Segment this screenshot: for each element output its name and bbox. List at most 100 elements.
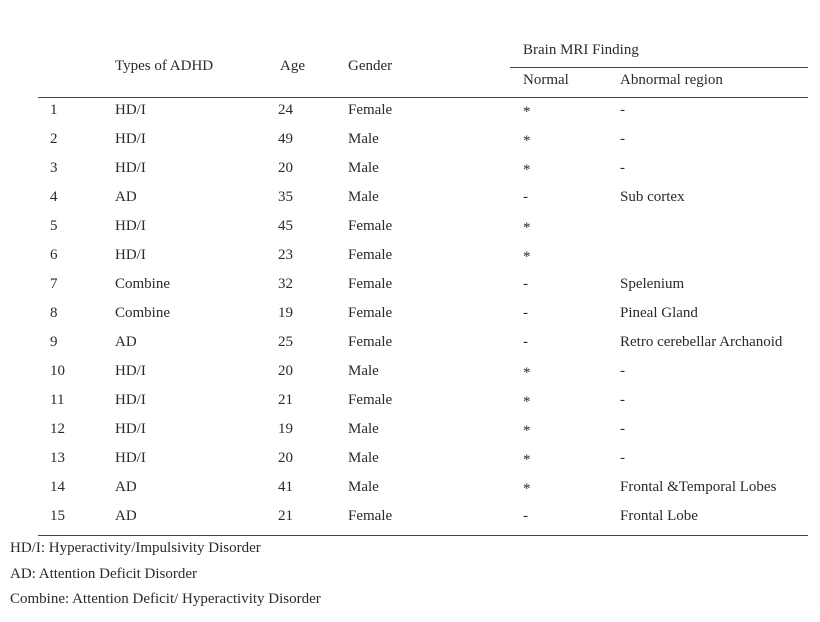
table-cell: * [523,220,531,236]
table-cell: HD/I [115,247,146,263]
table-cell: 19 [278,305,293,321]
table-cell: 24 [278,102,293,118]
table-cell: 21 [278,508,293,524]
table-cell: - [523,189,528,205]
table-cell: - [523,276,528,292]
table-cell: Combine [115,276,170,292]
table-cell: * [523,423,531,439]
table-cell: HD/I [115,218,146,234]
table-cell: - [523,305,528,321]
table-cell: - [523,508,528,524]
table-cell: - [620,421,625,437]
table-cell: 8 [50,305,58,321]
group-rule [510,67,808,68]
table-cell: HD/I [115,131,146,147]
table-cell: 19 [278,421,293,437]
table-cell: 6 [50,247,58,263]
table-cell: 10 [50,363,65,379]
table-cell: Female [348,218,393,234]
table-cell: * [523,133,531,149]
table-cell: 45 [278,218,293,234]
table-cell: Female [348,334,393,350]
table-cell: HD/I [115,450,146,466]
bottom-rule [38,535,808,536]
table-cell: 21 [278,392,293,408]
table-cell: Female [348,276,393,292]
table-cell: Combine [115,305,170,321]
table-cell: 15 [50,508,65,524]
table-cell: 23 [278,247,293,263]
table-cell: * [523,452,531,468]
table-cell: 20 [278,450,293,466]
header-cell: Gender [348,58,393,74]
table-cell: Male [348,363,379,379]
table-cell: - [620,102,625,118]
table-cell: 35 [278,189,293,205]
table-cell: 20 [278,363,293,379]
table-cell: * [523,249,531,265]
table-cell: Male [348,450,379,466]
footnote: Combine: Attention Deficit/ Hyperactivit… [10,591,321,607]
table-cell: 5 [50,218,58,234]
table-cell: Male [348,160,379,176]
table-cell: 3 [50,160,58,176]
table-cell: 14 [50,479,65,495]
table-cell: Male [348,189,379,205]
table-cell: 9 [50,334,58,350]
table-cell: 32 [278,276,293,292]
table-cell: - [523,334,528,350]
table-cell: 4 [50,189,58,205]
table-cell: - [620,363,625,379]
table-cell: 13 [50,450,65,466]
table-cell: Male [348,421,379,437]
table-cell: 11 [50,392,65,408]
table-cell: AD [115,334,137,350]
header-cell: Abnormal region [620,72,723,88]
table-cell: 41 [278,479,293,495]
table-cell: Frontal &Temporal Lobes [620,479,777,495]
table-cell: 12 [50,421,65,437]
header-cell: Brain MRI Finding [523,42,639,58]
table-cell: * [523,104,531,120]
table-cell: Male [348,131,379,147]
table-cell: - [620,392,625,408]
header-cell: Age [280,58,305,74]
table-cell: 25 [278,334,293,350]
table-cell: AD [115,479,137,495]
footnote: HD/I: Hyperactivity/Impulsivity Disorder [10,540,261,556]
table-cell: 2 [50,131,58,147]
table-cell: Female [348,102,393,118]
header-cell: Types of ADHD [115,58,214,74]
table-cell: Female [348,305,393,321]
table-cell: - [620,450,625,466]
table-cell: Spelenium [620,276,685,292]
table-cell: Retro cerebellar Archanoid [620,334,783,350]
table-cell: 1 [50,102,58,118]
table-cell: 7 [50,276,58,292]
table-cell: * [523,162,531,178]
table-cell: * [523,394,531,410]
table-cell: 49 [278,131,293,147]
table-cell: Sub cortex [620,189,685,205]
table-cell: - [620,131,625,147]
table-cell: AD [115,189,137,205]
header-cell: Normal [523,72,569,88]
table-cell: HD/I [115,421,146,437]
table-cell: HD/I [115,102,146,118]
table-cell: Male [348,479,379,495]
header-rule [38,97,808,98]
table-cell: Female [348,247,393,263]
table-cell: HD/I [115,392,146,408]
table-cell: HD/I [115,363,146,379]
table-cell: * [523,365,531,381]
table-cell: HD/I [115,160,146,176]
table-cell: - [620,160,625,176]
table-cell: * [523,481,531,497]
table-cell: Female [348,508,393,524]
footnote: AD: Attention Deficit Disorder [10,565,198,582]
table-cell: 20 [278,160,293,176]
table-cell: Frontal Lobe [620,508,698,524]
table-cell: AD [115,508,137,524]
table-cell: Pineal Gland [620,305,698,321]
